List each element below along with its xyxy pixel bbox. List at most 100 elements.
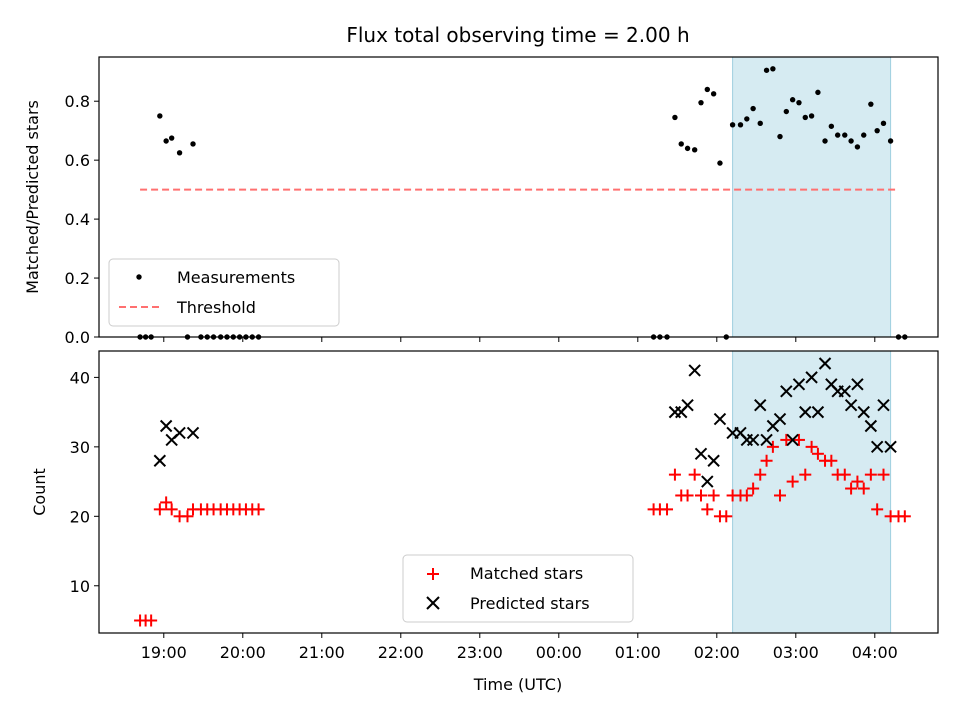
measurement-point: [789, 97, 796, 103]
matched-star-point: [857, 482, 870, 495]
measurement-point: [808, 113, 815, 119]
bottom-y-tick-label: 40: [70, 368, 90, 387]
measurement-point: [168, 135, 175, 141]
predicted-star-stroke-b: [884, 440, 897, 454]
predicted-star-stroke-b: [857, 405, 870, 419]
predicted-star-point: [760, 433, 773, 447]
top-axes-frame: [98, 56, 939, 338]
measurement-point: [684, 145, 691, 152]
predicted-star-stroke-b: [754, 398, 767, 412]
matched-star-point: [688, 468, 701, 481]
predicted-star-point: [746, 433, 760, 447]
predicted-star-stroke-b: [864, 419, 878, 433]
matched-star-point: [825, 454, 838, 467]
measurement-point: [672, 114, 678, 121]
matched-star-point: [701, 503, 714, 516]
predicted-star-stroke-b: [851, 378, 864, 391]
top-y-tick-label: 0.8: [65, 92, 90, 111]
measurement-point: [750, 105, 756, 112]
predicted-star-stroke-b: [688, 364, 701, 377]
matched-star-point: [780, 433, 793, 446]
legend-label-measurements: Measurements: [177, 268, 295, 287]
legend-marker-predicted: [426, 596, 440, 610]
matched-star-point: [694, 489, 707, 502]
predicted-star-stroke-b: [870, 440, 884, 454]
matched-star-point: [773, 489, 786, 502]
x-axis-label: Time (UTC): [473, 675, 562, 694]
predicted-star-stroke-b: [681, 398, 694, 412]
top-legend-box: [108, 258, 340, 327]
predicted-star-point: [681, 398, 694, 412]
measurement-point: [704, 86, 711, 93]
bottom-legend-box: [402, 554, 634, 623]
predicted-star-stroke-b: [825, 378, 838, 391]
bottom-plot-area: [134, 357, 911, 627]
matched-star-point: [799, 468, 812, 481]
predicted-star-stroke-b: [159, 419, 173, 433]
bottom-y-tick-label: 30: [70, 438, 90, 457]
top-y-axis: 0.0 0.2 0.4 0.6 0.8: [65, 92, 99, 347]
predicted-star-stroke-b: [838, 385, 851, 398]
matched-star-point: [754, 468, 767, 481]
matched-star-point: [760, 454, 773, 467]
bottom-x-axis: 19:00 20:00 21:00 22:00 23:00 00:00 01:00 02:00…: [141, 633, 898, 662]
predicted-star-point: [780, 385, 793, 398]
measurement-point: [163, 138, 169, 144]
measurement-point: [678, 141, 684, 147]
predicted-star-stroke-b: [773, 412, 787, 426]
measurement-point: [757, 120, 763, 127]
measurement-point: [802, 114, 808, 121]
measurement-point: [848, 138, 854, 144]
matched-star-point: [864, 468, 877, 481]
predicted-star-stroke-b: [186, 426, 200, 440]
bottom-legend: Matched stars Predicted stars: [402, 554, 634, 623]
predicted-star-point: [792, 378, 806, 391]
predicted-star-stroke-b: [760, 433, 773, 447]
matched-star-point: [145, 614, 158, 627]
predicted-star-stroke-b: [153, 454, 167, 467]
predicted-star-stroke-b: [786, 433, 799, 447]
measurement-point: [822, 138, 828, 144]
bottom-y-tick-label: 20: [70, 507, 90, 526]
x-tick-label: 04:00: [852, 643, 898, 662]
matched-star-point: [766, 440, 779, 453]
matched-star-point: [811, 447, 824, 460]
predicted-star-point: [754, 398, 767, 412]
legend-label-predicted: Predicted stars: [470, 594, 590, 613]
measurement-point: [880, 120, 887, 127]
predicted-star-stroke-b: [805, 371, 818, 384]
top-x-ticks: [163, 337, 876, 342]
chart-title: Flux total observing time = 2.00 h: [346, 23, 689, 47]
predicted-star-point: [857, 405, 870, 419]
x-tick-label: 21:00: [299, 643, 345, 662]
measurement-point: [157, 113, 163, 119]
top-panel: 0.00.20.40.60.8 Matched/Predicted stars …: [23, 56, 939, 347]
top-legend: Measurements Threshold: [108, 258, 340, 327]
predicted-star-point: [173, 426, 186, 440]
predicted-star-point: [884, 440, 897, 454]
measurement-point: [691, 147, 698, 153]
measurement-point: [729, 122, 736, 128]
predicted-star-point: [844, 398, 858, 412]
measurement-point: [842, 132, 848, 138]
matched-star-point: [661, 503, 674, 516]
bottom-axes-frame: [98, 350, 939, 634]
predicted-star-point: [701, 475, 714, 488]
predicted-star-point: [851, 378, 864, 391]
predicted-star-stroke-b: [707, 454, 720, 467]
matched-star-point: [845, 482, 858, 495]
matched-star-point: [786, 475, 799, 488]
measurement-point: [834, 132, 841, 138]
predicted-star-point: [877, 398, 890, 412]
measurement-point: [698, 99, 704, 106]
predicted-star-stroke-b: [734, 426, 747, 440]
bottom-y-axis: 10 20 30 40: [70, 368, 99, 596]
matched-star-point: [792, 433, 805, 446]
x-tick-label: 01:00: [615, 643, 661, 662]
measurement-point: [737, 122, 744, 128]
measurement-point: [717, 160, 723, 166]
measurement-point: [176, 150, 183, 156]
predicted-star-point: [838, 385, 851, 398]
matched-star-point: [153, 503, 166, 516]
measurement-point: [874, 127, 880, 134]
